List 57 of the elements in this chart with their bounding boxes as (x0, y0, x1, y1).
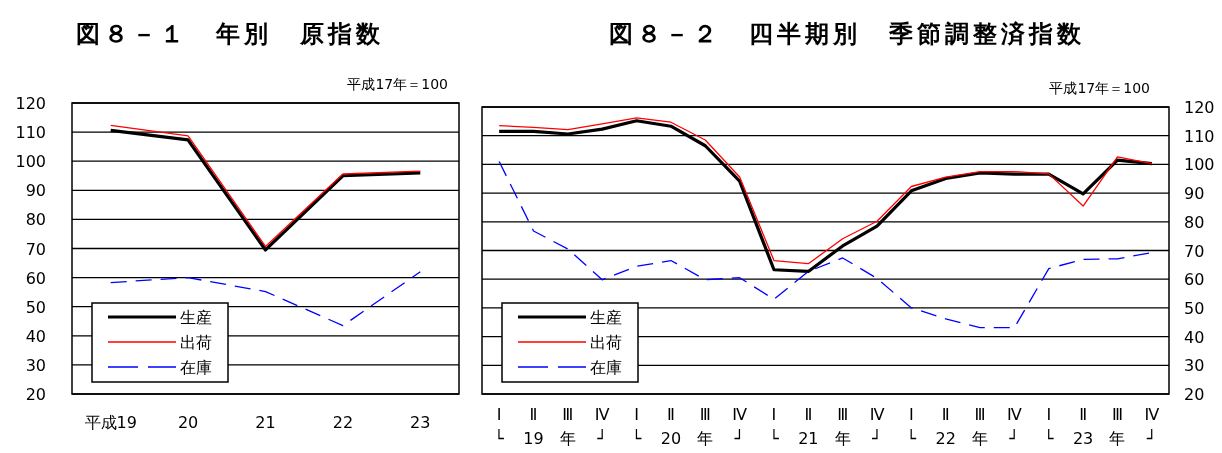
x-tick-label: Ⅳ ┘ (869, 405, 885, 448)
y-tick-label: 80 (25, 210, 46, 230)
y-tick-label: 90 (25, 181, 46, 201)
x-tick-label: Ⅲ 年 (559, 405, 576, 448)
text: 平成17年＝100 (1049, 80, 1150, 96)
y-tick-label: 70 (25, 239, 46, 259)
y-tick-label: 60 (1184, 270, 1205, 290)
legend-label: 生産 (590, 308, 622, 327)
y-tick-label: 50 (1184, 298, 1205, 318)
x-tick-label: 平成19 (84, 413, 137, 432)
chart-title: 図８－１ 年別 原指数 (76, 20, 384, 48)
y-tick-label: 100 (1184, 155, 1215, 175)
x-tick-label: Ⅲ 年 (834, 405, 851, 448)
y-tick-label: 20 (25, 385, 46, 404)
legend-label: 在庫 (590, 358, 622, 377)
text: 平成17年＝100 (347, 76, 448, 92)
x-tick-label: Ⅰ └ (1043, 405, 1054, 448)
y-tick-label: 120 (15, 94, 46, 113)
x-tick-label: Ⅳ ┘ (1007, 405, 1023, 448)
y-tick-label: 110 (15, 123, 46, 143)
x-tick-label: Ⅰ └ (494, 405, 505, 448)
x-tick-label: Ⅳ ┘ (594, 405, 610, 448)
y-tick-label: 30 (1184, 356, 1205, 376)
y-tick-label: 20 (1184, 385, 1205, 404)
x-tick-label: Ⅱ 22 (935, 405, 956, 448)
chart-title: 図８－２ 四半期別 季節調整済指数 (609, 20, 1085, 48)
y-tick-label: 40 (25, 326, 46, 346)
y-tick-label: 60 (25, 268, 46, 288)
legend-label: 出荷 (590, 333, 622, 352)
y-tick-label: 50 (25, 297, 46, 317)
y-tick-label: 100 (15, 152, 46, 172)
x-tick-label: Ⅳ ┘ (1144, 405, 1160, 448)
x-tick-label: Ⅲ 年 (697, 405, 714, 448)
x-tick-label: Ⅱ 20 (660, 405, 682, 448)
x-tick-label: 23 (410, 413, 431, 432)
y-tick-label: 40 (1184, 327, 1205, 347)
legend-label: 生産 (180, 308, 212, 327)
x-tick-label: 20 (177, 413, 199, 432)
y-tick-label: 90 (1184, 184, 1205, 204)
x-tick-label: 21 (255, 413, 276, 432)
x-tick-label: Ⅱ 19 (523, 405, 544, 448)
y-tick-label: 110 (1184, 126, 1215, 146)
x-tick-label: Ⅰ └ (631, 405, 642, 448)
legend-label: 出荷 (180, 333, 212, 352)
x-tick-label: Ⅰ └ (769, 405, 780, 448)
x-tick-label: Ⅰ └ (906, 405, 917, 448)
x-tick-label: Ⅲ 年 (1109, 405, 1126, 448)
x-tick-label: Ⅱ 21 (798, 405, 819, 448)
x-tick-label: Ⅳ ┘ (732, 405, 748, 448)
x-tick-label: Ⅱ 23 (1072, 405, 1094, 448)
x-tick-label: 22 (332, 413, 354, 432)
legend-label: 在庫 (180, 358, 212, 377)
x-tick-label: Ⅲ 年 (972, 405, 989, 448)
y-tick-label: 120 (1184, 98, 1215, 117)
y-tick-label: 70 (1184, 241, 1205, 261)
y-tick-label: 80 (1184, 212, 1205, 232)
y-tick-label: 30 (25, 355, 46, 375)
